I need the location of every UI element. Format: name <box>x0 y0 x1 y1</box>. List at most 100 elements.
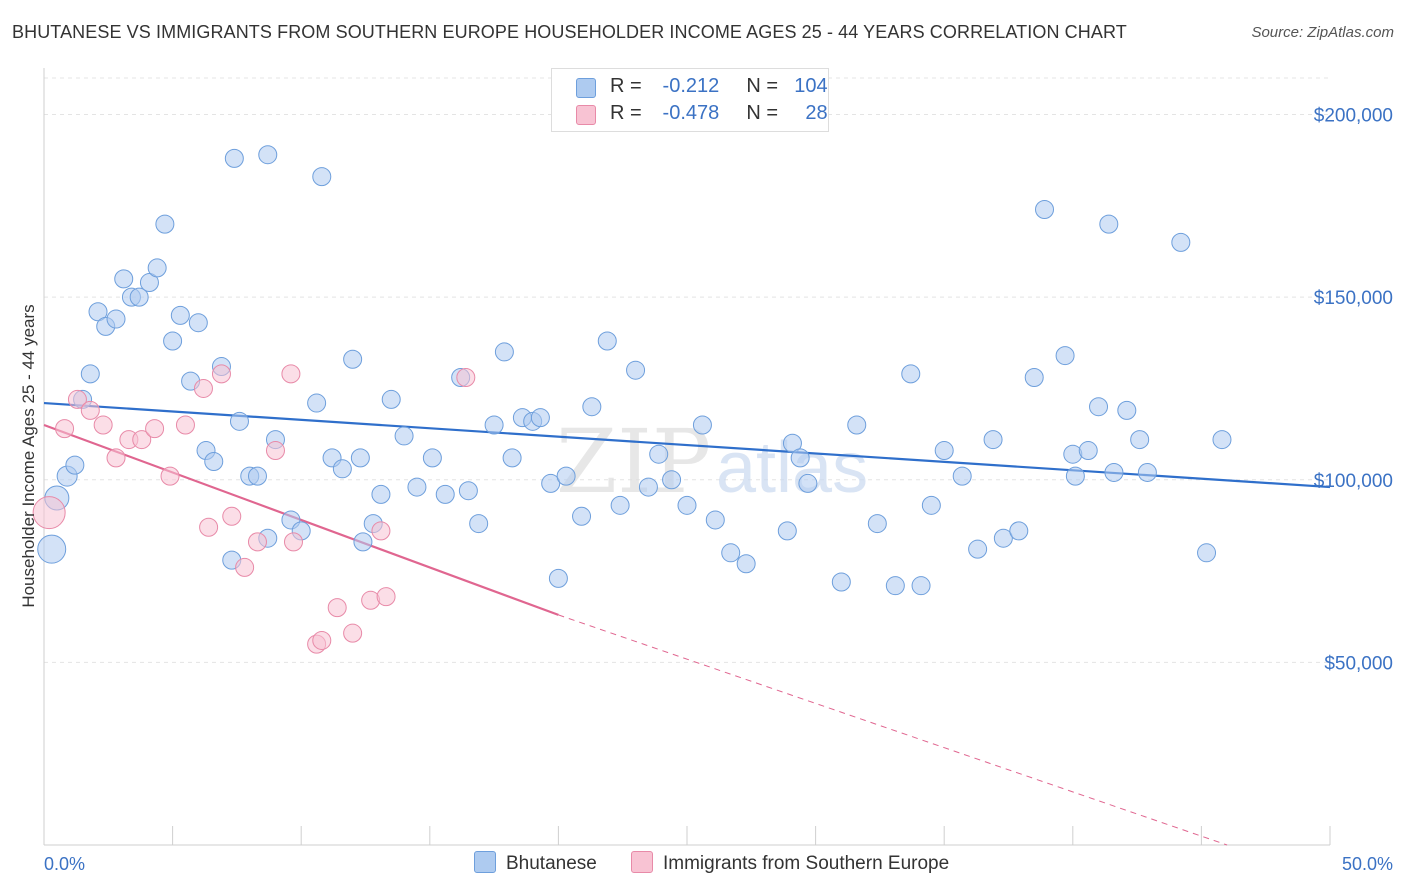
bhutanese-point <box>1024 367 1044 387</box>
southern-europe-point <box>93 415 113 435</box>
bhutanese-point <box>224 148 244 168</box>
bhutanese-point <box>798 473 818 493</box>
bhutanese-point <box>65 455 85 475</box>
bhutanese-point <box>147 258 167 278</box>
bottom-legend-southern-europe: Immigrants from Southern Europe <box>631 851 949 875</box>
southern-europe-point <box>281 364 301 384</box>
bhutanese-point <box>1099 214 1119 234</box>
southern-europe-trend-extension <box>558 614 1228 846</box>
bhutanese-point <box>170 305 190 325</box>
bhutanese-point <box>921 495 941 515</box>
bottom-legend-label: Bhutanese <box>506 853 597 874</box>
bhutanese-point <box>106 309 126 329</box>
bhutanese-point <box>1089 397 1109 417</box>
bhutanese-point <box>721 543 741 563</box>
southern-europe-point <box>145 419 165 439</box>
bhutanese-point <box>934 441 954 461</box>
bhutanese-point <box>847 415 867 435</box>
bhutanese-point <box>494 342 514 362</box>
legend-r-label: R = <box>610 75 642 97</box>
bhutanese-point <box>736 554 756 574</box>
southern-europe-point <box>67 389 87 409</box>
source-label: Source: ZipAtlas.com <box>1251 24 1394 41</box>
bhutanese-point <box>155 214 175 234</box>
legend-swatch-southern-europe <box>576 105 596 125</box>
southern-europe-point <box>132 430 152 450</box>
y-tick-labels: $50,000 $100,000 $150,000 $200,000 <box>1314 106 1393 675</box>
bhutanese-point <box>610 495 630 515</box>
y-tick-label: $200,000 <box>1314 106 1393 127</box>
bhutanese-point <box>1171 232 1191 252</box>
bhutanese-point <box>705 510 725 530</box>
southern-europe-point <box>361 590 381 610</box>
chart-title: BHUTANESE VS IMMIGRANTS FROM SOUTHERN EU… <box>12 22 1127 42</box>
bhutanese-point <box>343 349 363 369</box>
southern-europe-point <box>199 517 219 537</box>
southern-europe-point <box>55 419 75 439</box>
bhutanese-point <box>312 167 332 187</box>
bhutanese-point <box>901 364 921 384</box>
bhutanese-point <box>1130 430 1150 450</box>
bhutanese-point <box>502 448 522 468</box>
correlation-legend: R = -0.212 N = 104 R = -0.478 N = 28 <box>551 68 829 132</box>
y-tick-label: $50,000 <box>1324 653 1393 674</box>
bhutanese-point <box>1065 466 1085 486</box>
bhutanese-point <box>1078 441 1098 461</box>
southern-europe-point <box>160 466 180 486</box>
legend-n-value: 104 <box>794 75 828 97</box>
bhutanese-point <box>662 470 682 490</box>
bhutanese-point <box>677 495 697 515</box>
bhutanese-point <box>1104 462 1124 482</box>
bhutanese-point <box>1009 521 1029 541</box>
legend-text: R = -0.478 N = 28 <box>610 102 828 125</box>
southern-europe-point <box>222 506 242 526</box>
watermark-zip: ZIP <box>556 410 711 513</box>
bhutanese-point <box>1117 400 1137 420</box>
southern-europe-point <box>327 598 347 618</box>
bhutanese-point <box>307 393 327 413</box>
bhutanese-point <box>548 568 568 588</box>
bhutanese-point <box>353 532 373 552</box>
southern-europe-trend-line <box>43 423 559 616</box>
bhutanese-point <box>458 481 478 501</box>
bhutanese-point <box>572 506 592 526</box>
southern-europe-point <box>235 557 255 577</box>
southern-europe-point <box>456 367 476 387</box>
bhutanese-point <box>790 448 810 468</box>
x-tick-marks <box>43 826 1331 845</box>
bhutanese-point <box>139 273 159 293</box>
southern-europe-point <box>80 400 100 420</box>
x-tick-label-max: 50.0% <box>1342 854 1393 874</box>
bhutanese-point <box>381 389 401 409</box>
bhutanese-point <box>37 534 67 564</box>
bhutanese-point <box>911 576 931 596</box>
bhutanese-point <box>188 313 208 333</box>
y-tick-label: $100,000 <box>1314 471 1393 492</box>
bhutanese-point <box>247 466 267 486</box>
bhutanese-point <box>541 473 561 493</box>
southern-europe-point <box>343 623 363 643</box>
bhutanese-point <box>332 459 352 479</box>
bhutanese-point <box>1055 346 1075 366</box>
bhutanese-point <box>394 426 414 446</box>
bottom-legend-swatch-bhutanese <box>474 851 496 873</box>
bhutanese-point <box>88 302 108 322</box>
bottom-legend-swatch-southern-europe <box>631 851 653 873</box>
legend-r-label: R = <box>610 102 642 124</box>
bhutanese-point <box>484 415 504 435</box>
bhutanese-point <box>350 448 370 468</box>
bhutanese-point <box>1035 199 1055 219</box>
southern-europe-point <box>371 521 391 541</box>
southern-europe-point <box>193 378 213 398</box>
bhutanese-point <box>597 331 617 351</box>
bhutanese-point <box>80 364 100 384</box>
bhutanese-point <box>407 477 427 497</box>
bhutanese-point <box>1063 444 1083 464</box>
southern-europe-point <box>211 364 231 384</box>
legend-text: R = -0.212 N = 104 <box>610 75 828 98</box>
legend-n-value: 28 <box>805 102 828 124</box>
bhutanese-point <box>371 484 391 504</box>
bhutanese-point <box>867 514 887 534</box>
southern-europe-point <box>175 415 195 435</box>
bhutanese-point <box>435 484 455 504</box>
